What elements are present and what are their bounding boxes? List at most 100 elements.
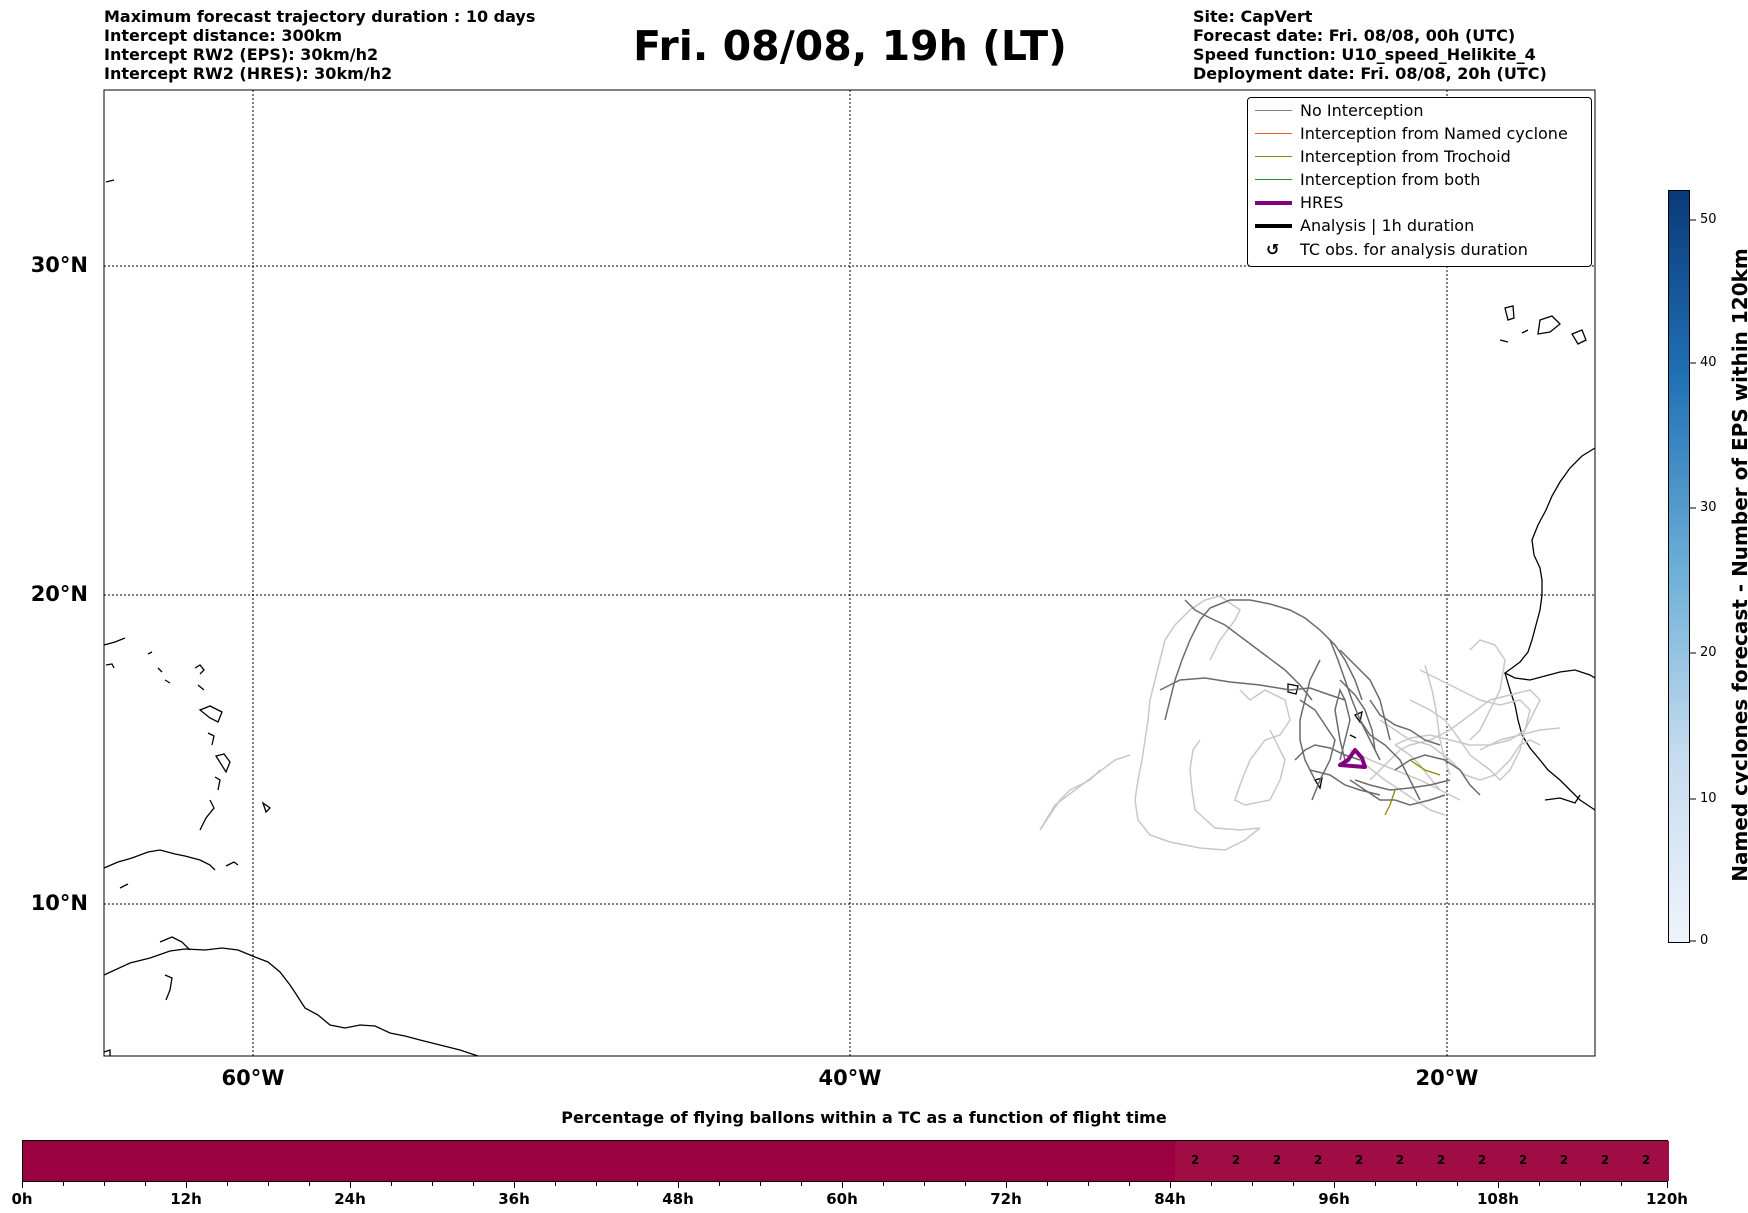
africa-coast — [1503, 447, 1596, 681]
island — [194, 664, 205, 675]
header-info-line: Maximum forecast trajectory duration : 1… — [104, 7, 536, 26]
colorbar-ticks — [1690, 219, 1696, 942]
legend-label: Interception from Trochoid — [1300, 147, 1511, 166]
progress-value: 2 — [1518, 1153, 1528, 1167]
legend-label: HRES — [1300, 193, 1344, 212]
lat-label-10n: 10°N — [30, 891, 88, 915]
island — [157, 667, 163, 673]
legend-item-analysis: Analysis | 1h duration — [1248, 215, 1591, 237]
legend-swatch — [1255, 201, 1292, 205]
progress-fill — [23, 1141, 1175, 1181]
progress-value: 2 — [1354, 1153, 1364, 1167]
header-info-line: Intercept RW2 (EPS): 30km/h2 — [104, 45, 379, 64]
island — [103, 849, 216, 871]
trochoid-interception-trajectories — [1384, 759, 1441, 816]
colorbar-tick-label: 20 — [1700, 645, 1717, 660]
island — [164, 974, 173, 1001]
legend-swatch — [1255, 133, 1292, 134]
colorbar — [1668, 190, 1690, 943]
africa-coast — [1544, 794, 1581, 804]
progress-tick-label: 84h — [1154, 1190, 1186, 1208]
legend-item-both: Interception from both — [1248, 169, 1591, 191]
legend-label: Interception from Named cyclone — [1300, 124, 1568, 143]
colorbar-tick-label: 0 — [1700, 933, 1709, 948]
progress-value: 2 — [1559, 1153, 1569, 1167]
header-info-line: Forecast date: Fri. 08/08, 00h (UTC) — [1193, 26, 1516, 45]
island — [105, 663, 115, 669]
progress-tick-label: 96h — [1318, 1190, 1350, 1208]
progress-tick-label: 36h — [498, 1190, 530, 1208]
gridlines — [104, 90, 1595, 1056]
legend-item-tc-obs: ↺ TC obs. for analysis duration — [1248, 239, 1591, 261]
colorbar-tick-label: 40 — [1700, 355, 1717, 370]
progress-value: 2 — [1436, 1153, 1446, 1167]
progress-value: 2 — [1477, 1153, 1487, 1167]
cape-verde-islands — [1354, 710, 1363, 724]
progress-tick-label: 48h — [662, 1190, 694, 1208]
progress-tick-label: 120h — [1646, 1190, 1688, 1208]
hres-trajectory — [1338, 748, 1367, 769]
colorbar-tick-label: 50 — [1700, 212, 1717, 227]
progress-tick-label: 72h — [990, 1190, 1022, 1208]
island — [103, 1049, 111, 1056]
progress-value: 2 — [1641, 1153, 1651, 1167]
progress-value: 2 — [1231, 1153, 1241, 1167]
south-america-coast — [103, 947, 479, 1057]
eps-trajectories-dark — [1159, 599, 1481, 806]
lat-label-20n: 20°N — [30, 582, 88, 606]
coastlines — [103, 179, 1596, 1057]
island — [119, 883, 129, 889]
canary-islands — [1499, 339, 1509, 343]
progress-tick-label: 12h — [170, 1190, 202, 1208]
eps-trajectories-light — [1039, 595, 1561, 851]
island — [225, 861, 239, 867]
canary-islands — [1504, 305, 1515, 321]
island — [197, 684, 205, 691]
colorbar-tick-label: 30 — [1700, 500, 1717, 515]
header-info-line: Site: CapVert — [1193, 7, 1313, 26]
legend-swatch — [1255, 110, 1292, 111]
island — [147, 651, 153, 655]
colorbar-tick-label: 10 — [1700, 791, 1717, 806]
progress-fill-late — [1175, 1141, 1669, 1181]
island — [164, 679, 171, 684]
island — [199, 799, 215, 831]
cape-verde-islands — [1313, 777, 1323, 790]
progress-tick-label: 108h — [1477, 1190, 1519, 1208]
legend-label: No Interception — [1300, 101, 1424, 120]
island — [105, 179, 115, 183]
progress-tick-label: 0h — [11, 1190, 33, 1208]
legend-label: Analysis | 1h duration — [1300, 216, 1475, 235]
colorbar-title: Named cyclones forecast - Number of EPS … — [1728, 248, 1748, 882]
lat-label-30n: 30°N — [30, 253, 88, 277]
progress-value: 2 — [1190, 1153, 1200, 1167]
progress-value: 2 — [1600, 1153, 1610, 1167]
island — [198, 705, 223, 723]
progress-tick-label: 60h — [826, 1190, 858, 1208]
lon-label-60w: 60°W — [221, 1066, 285, 1090]
island — [207, 732, 215, 746]
island — [159, 936, 191, 951]
lon-label-20w: 20°W — [1415, 1066, 1479, 1090]
legend-item-named-cyclone: Interception from Named cyclone — [1248, 123, 1591, 145]
legend-swatch — [1255, 179, 1292, 180]
progress-bar: 2 2 2 2 2 2 2 2 2 2 2 2 — [22, 1140, 1669, 1182]
legend-swatch — [1255, 156, 1292, 157]
legend-item-trochoid: Interception from Trochoid — [1248, 146, 1591, 168]
progress-title: Percentage of flying ballons within a TC… — [561, 1108, 1167, 1127]
progress-value: 2 — [1272, 1153, 1282, 1167]
legend-label: Interception from both — [1300, 170, 1481, 189]
header-left-info: Maximum forecast trajectory duration : 1… — [104, 7, 535, 83]
progress-tick-label: 24h — [334, 1190, 366, 1208]
canary-islands — [1571, 329, 1587, 345]
africa-coast — [1504, 672, 1596, 811]
island — [214, 776, 221, 791]
island — [214, 753, 231, 774]
island — [103, 637, 126, 646]
lon-label-40w: 40°W — [818, 1066, 882, 1090]
header-right-info: Site: CapVert Forecast date: Fri. 08/08,… — [1193, 7, 1547, 83]
header-info-line: Speed function: U10_speed_Helikite_4 — [1193, 45, 1536, 64]
map-legend: No Interception Interception from Named … — [1247, 97, 1592, 267]
header-info-line: Intercept distance: 300km — [104, 26, 343, 45]
canary-islands — [1537, 315, 1561, 335]
